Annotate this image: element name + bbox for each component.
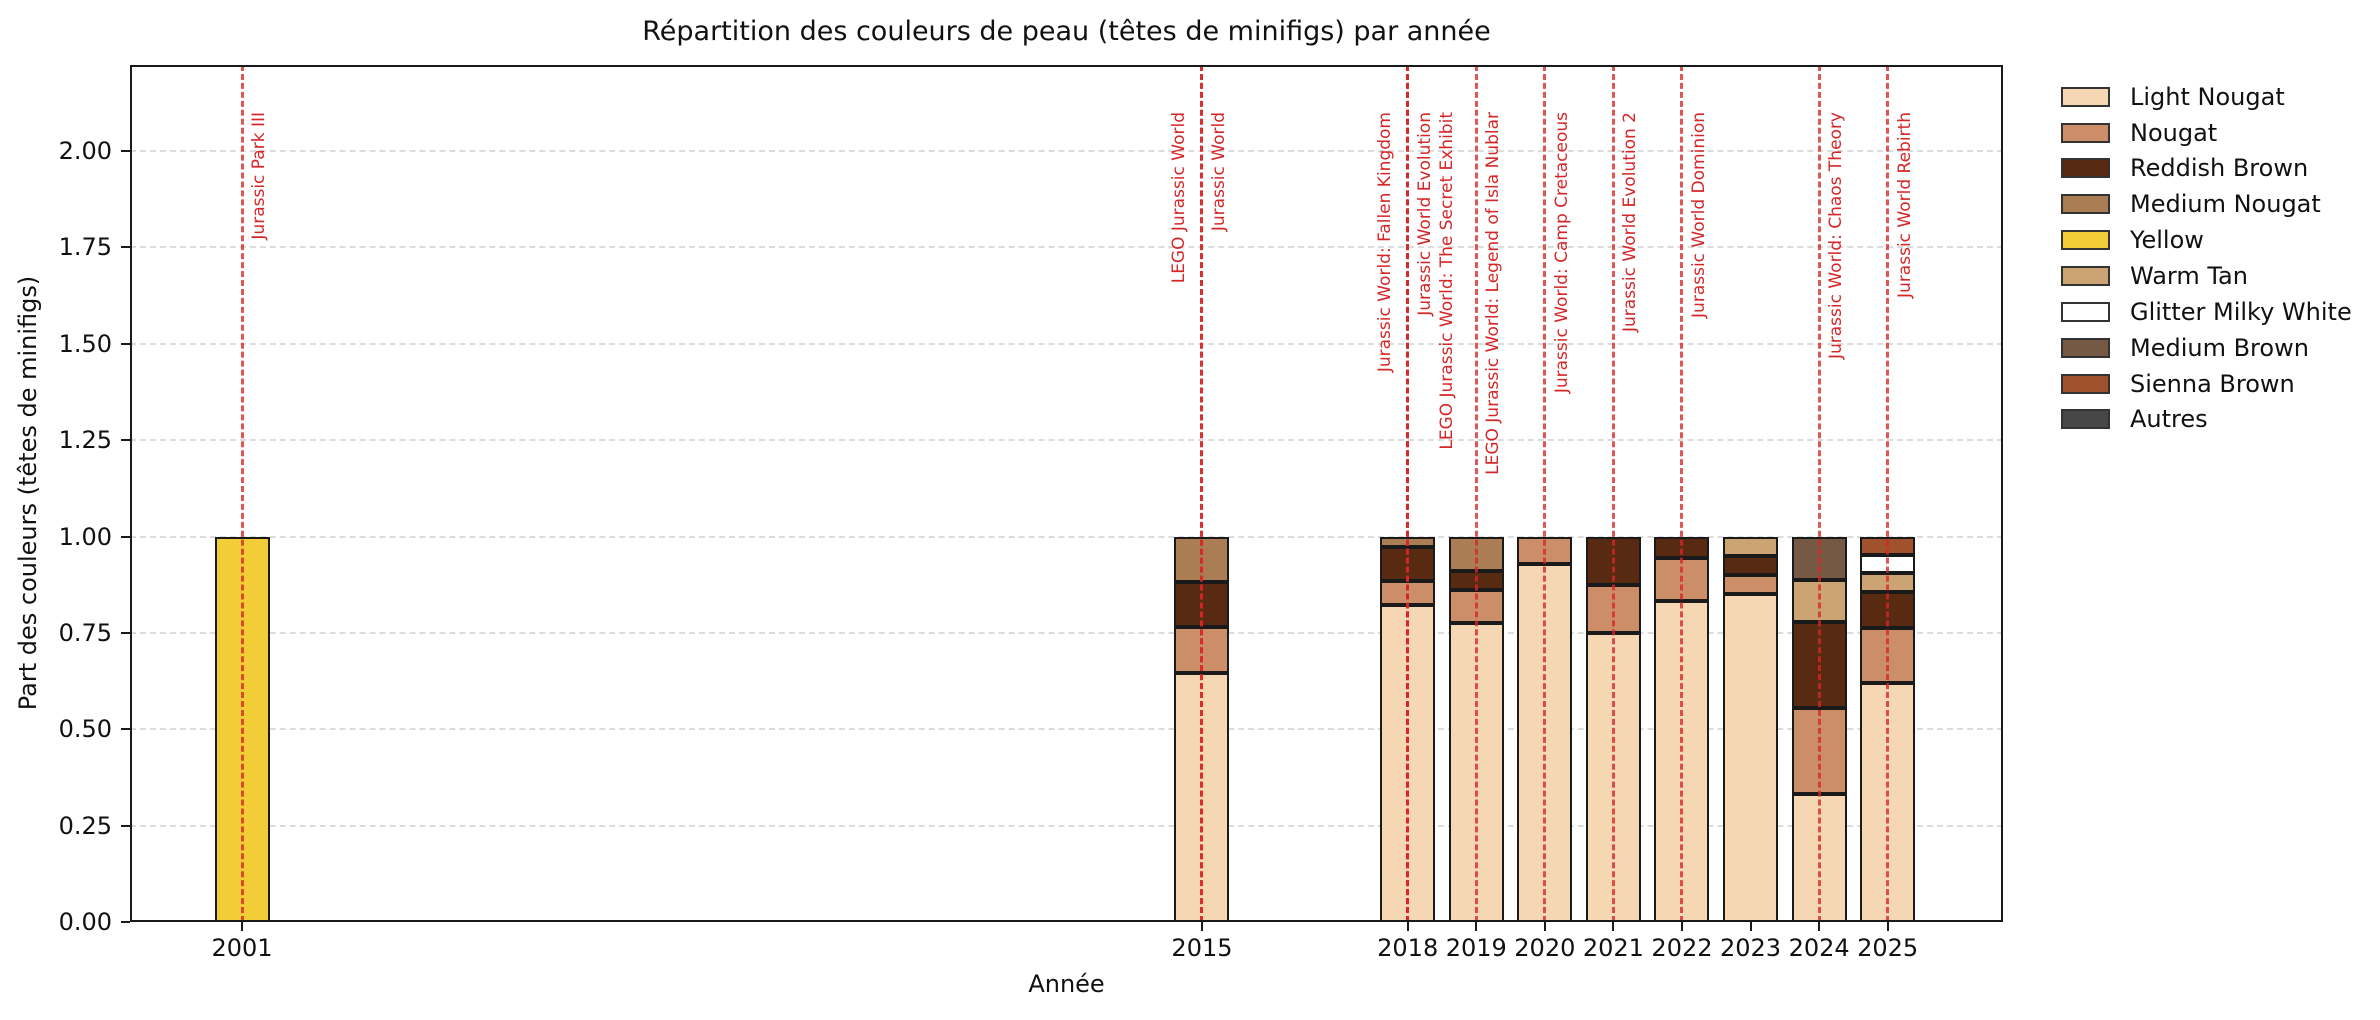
y-tick-label: 1.00 [58, 522, 112, 551]
grid-line [130, 439, 2003, 442]
x-tick [1818, 922, 1821, 931]
grid-line [130, 824, 2003, 827]
y-tick-label: 0.50 [58, 715, 112, 744]
y-tick-label: 0.25 [58, 811, 112, 840]
event-line [1886, 65, 1890, 922]
y-tick-label: 2.00 [58, 137, 112, 165]
legend-label: Autres [2130, 405, 2208, 434]
x-tick-label: 2018 [1377, 934, 1439, 962]
y-tick-label: 0.00 [58, 908, 112, 936]
legend-swatch [2061, 230, 2110, 251]
chart-title: Répartition des couleurs de peau (têtes … [642, 16, 1491, 47]
x-tick [1612, 922, 1615, 931]
y-tick [121, 150, 130, 152]
legend-swatch [2061, 265, 2110, 286]
legend-label: Warm Tan [2130, 261, 2248, 290]
grid-line [130, 246, 2003, 249]
x-tick [1543, 922, 1546, 931]
grid-line [130, 535, 2003, 538]
x-tick [241, 922, 243, 931]
grid-line [130, 150, 2003, 152]
event-line [1543, 65, 1547, 922]
legend-swatch [2061, 158, 2110, 179]
x-tick [1406, 922, 1409, 931]
y-tick [121, 824, 130, 827]
legend-swatch [2061, 122, 2110, 143]
x-tick [1680, 922, 1683, 931]
legend-label: Glitter Milky White [2130, 297, 2352, 326]
legend-swatch [2061, 86, 2110, 107]
x-tick-label: 2022 [1651, 934, 1713, 962]
x-tick-label: 2020 [1514, 934, 1576, 962]
bar-segment [1723, 594, 1779, 922]
legend-swatch [2061, 409, 2110, 430]
bar-segment [1723, 555, 1779, 576]
legend-swatch [2061, 337, 2110, 358]
y-tick-label: 1.50 [58, 329, 112, 358]
y-tick [121, 921, 130, 923]
x-tick [1200, 922, 1203, 931]
y-tick [121, 439, 130, 442]
event-line [1406, 65, 1410, 922]
x-tick-label: 2021 [1582, 934, 1644, 962]
y-tick-label: 0.75 [58, 618, 112, 647]
legend-label: Nougat [2130, 118, 2218, 147]
y-tick [121, 728, 130, 731]
x-tick-label: 2024 [1788, 934, 1850, 962]
plot-border [130, 65, 2003, 922]
legend-swatch [2061, 373, 2110, 394]
y-tick-label: 1.25 [58, 426, 112, 455]
x-tick-label: 2023 [1719, 934, 1782, 962]
legend-label: Reddish Brown [2130, 154, 2309, 183]
legend-swatch [2061, 301, 2110, 322]
x-tick-label: 2001 [211, 934, 273, 962]
x-tick [1749, 922, 1752, 931]
x-tick-label: 2025 [1857, 934, 1919, 962]
legend-label: Light Nougat [2130, 82, 2285, 111]
event-line [1680, 65, 1684, 922]
x-tick-label: 2019 [1445, 934, 1507, 962]
legend-swatch [2061, 194, 2110, 215]
x-tick [1475, 922, 1478, 931]
x-axis-label: Année [1028, 970, 1105, 998]
y-tick [121, 535, 130, 538]
event-line [240, 65, 244, 922]
y-tick-label: 1.75 [58, 233, 112, 262]
legend-label: Yellow [2130, 226, 2204, 255]
event-line [1611, 65, 1615, 922]
legend-label: Medium Brown [2130, 333, 2309, 362]
event-line [1200, 65, 1204, 922]
y-tick [121, 246, 130, 249]
event-line [1474, 65, 1478, 922]
event-line [1817, 65, 1821, 922]
bar-segment [1723, 575, 1779, 595]
y-tick [121, 342, 130, 345]
x-tick [1886, 922, 1889, 931]
legend-label: Medium Nougat [2130, 190, 2321, 219]
grid-line [130, 342, 2003, 345]
grid-line [130, 728, 2003, 731]
y-tick [121, 631, 130, 634]
grid-line [130, 631, 2003, 634]
bar-segment [1723, 536, 1779, 556]
x-tick-label: 2015 [1171, 934, 1233, 962]
legend-label: Sienna Brown [2130, 369, 2295, 398]
